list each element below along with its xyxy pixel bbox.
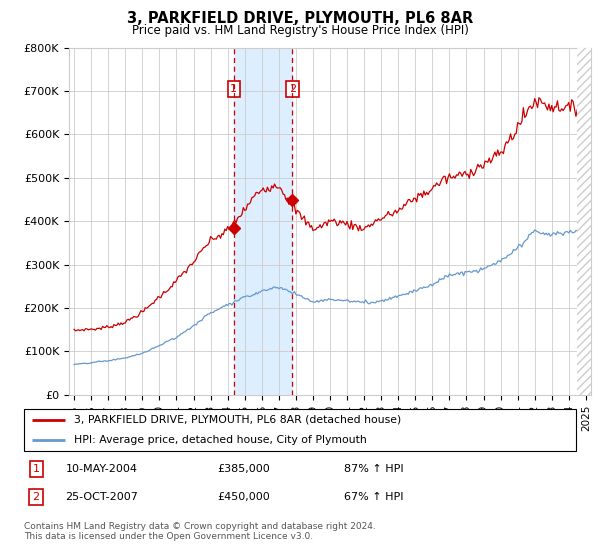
FancyBboxPatch shape: [24, 409, 576, 451]
Bar: [234, 48, 292, 395]
Text: £385,000: £385,000: [217, 464, 270, 474]
Text: 87% ↑ HPI: 87% ↑ HPI: [344, 464, 404, 474]
Text: Contains HM Land Registry data © Crown copyright and database right 2024.
This d: Contains HM Land Registry data © Crown c…: [24, 522, 376, 542]
Text: 2: 2: [289, 84, 296, 94]
Text: 3, PARKFIELD DRIVE, PLYMOUTH, PL6 8AR: 3, PARKFIELD DRIVE, PLYMOUTH, PL6 8AR: [127, 11, 473, 26]
Text: 67% ↑ HPI: 67% ↑ HPI: [344, 492, 404, 502]
Text: 25-OCT-2007: 25-OCT-2007: [65, 492, 138, 502]
Text: HPI: Average price, detached house, City of Plymouth: HPI: Average price, detached house, City…: [74, 435, 367, 445]
Text: 3, PARKFIELD DRIVE, PLYMOUTH, PL6 8AR (detached house): 3, PARKFIELD DRIVE, PLYMOUTH, PL6 8AR (d…: [74, 415, 401, 424]
Text: 2: 2: [32, 492, 40, 502]
Text: £450,000: £450,000: [217, 492, 270, 502]
Text: Price paid vs. HM Land Registry's House Price Index (HPI): Price paid vs. HM Land Registry's House …: [131, 24, 469, 37]
Text: 1: 1: [32, 464, 40, 474]
Text: 1: 1: [230, 84, 237, 94]
Text: 10-MAY-2004: 10-MAY-2004: [65, 464, 137, 474]
